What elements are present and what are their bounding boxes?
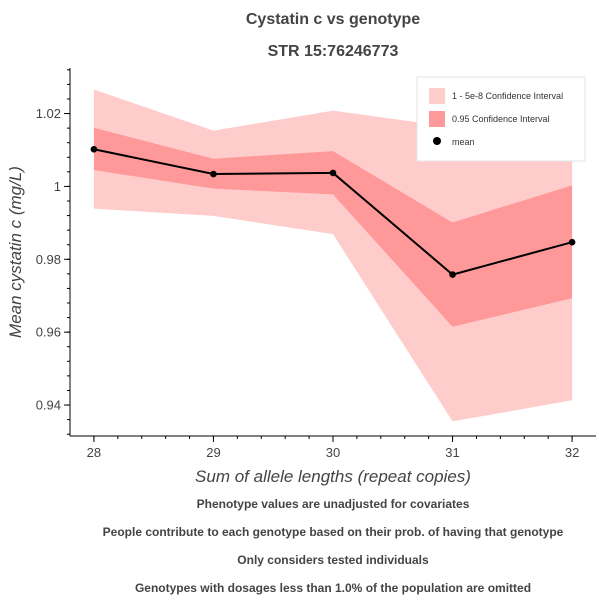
note-tested-individuals: Only considers tested individuals [237, 553, 429, 567]
x-tick-label-1: 29 [206, 445, 220, 460]
x-tick-label-0: 28 [87, 445, 101, 460]
note-dosage-omitted: Genotypes with dosages less than 1.0% of… [135, 581, 531, 595]
chart-subtitle: STR 15:76246773 [268, 43, 399, 60]
y-tick-label-0: 0.94 [36, 398, 61, 413]
y-tick-label-2: 0.98 [36, 252, 61, 267]
plot-area [90, 89, 576, 422]
legend-swatch-wide-ci [429, 88, 445, 104]
legend-label-mean: mean [452, 137, 475, 147]
note-unadjusted: Phenotype values are unadjusted for cova… [197, 497, 470, 511]
data-point-3 [449, 271, 456, 278]
x-tick-label-4: 32 [565, 445, 579, 460]
x-tick-label-2: 30 [326, 445, 340, 460]
legend-swatch-95-ci [429, 111, 445, 127]
legend-marker-mean [433, 137, 441, 145]
legend: 1 - 5e-8 Confidence Interval 0.95 Confid… [416, 76, 586, 162]
chart-title: Cystatin c vs genotype [246, 11, 420, 28]
y-tick-label-3: 1 [54, 179, 61, 194]
note-genotype-prob: People contribute to each genotype based… [103, 525, 564, 539]
x-tick-label-3: 31 [445, 445, 459, 460]
data-point-4 [568, 238, 576, 246]
y-tick-label-1: 0.96 [36, 325, 61, 340]
legend-label-95-ci: 0.95 Confidence Interval [452, 114, 550, 124]
x-axis-label: Sum of allele lengths (repeat copies) [195, 467, 471, 486]
data-point-0 [90, 145, 98, 153]
y-tick-label-4: 1.02 [36, 106, 61, 121]
y-axis-label: Mean cystatin c (mg/L) [6, 166, 25, 338]
data-point-1 [210, 170, 217, 178]
axis-ticks: 28 29 30 31 32 0.94 0.96 0.98 1 1.02 [36, 69, 579, 460]
legend-label-wide-ci: 1 - 5e-8 Confidence Interval [452, 91, 563, 101]
data-point-2 [329, 169, 337, 177]
